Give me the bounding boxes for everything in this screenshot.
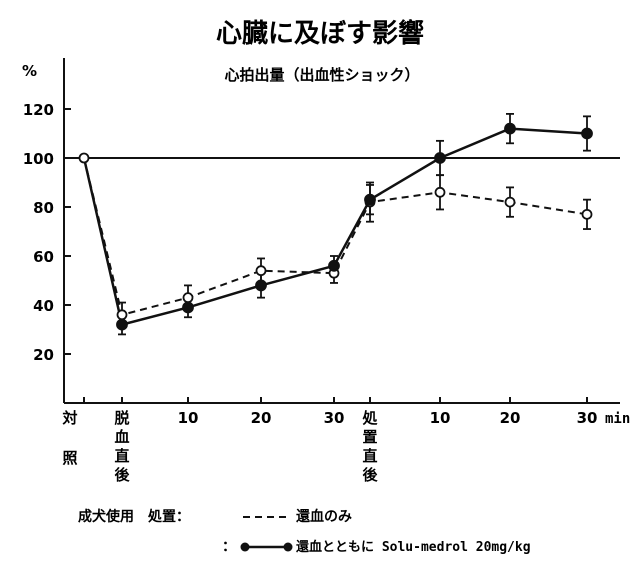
- point-1-7: [504, 122, 516, 135]
- point-0-1: [116, 309, 128, 321]
- x-tick-label-1-char-1: 血: [114, 428, 129, 446]
- x-axis-unit: min: [605, 411, 630, 427]
- y-tick-label-120: 120: [23, 101, 54, 119]
- point-0-8: [581, 208, 593, 220]
- point-1-6: [434, 152, 446, 164]
- series-line-0: [83, 157, 588, 317]
- chart-subtitle: 心拍出量（出血性ショック）: [224, 66, 419, 84]
- point-0-0: [78, 152, 90, 164]
- point-1-2: [182, 301, 194, 314]
- x-tick-label-2: 10: [178, 409, 199, 427]
- x-tick-label-3: 20: [251, 409, 272, 427]
- x-tick-label-1-char-3: 後: [113, 466, 130, 484]
- point-0-2: [182, 292, 194, 304]
- x-tick-label-5-char-1: 置: [362, 428, 377, 446]
- point-0-7: [504, 196, 516, 208]
- legend-entry-solu-medrol: 還血とともに Solu-medrol 20mg/kg: [296, 539, 531, 555]
- point-0-3: [255, 265, 267, 277]
- y-tick-label-40: 40: [33, 297, 54, 315]
- legend-colon: ：: [222, 539, 236, 555]
- x-tick-label-0-char-1: 照: [62, 449, 77, 467]
- x-tick-label-0-char-0: 対: [61, 409, 77, 427]
- y-tick-label-100: 100: [23, 150, 54, 168]
- legend-filled-marker-left: [240, 542, 250, 552]
- x-tick-label-5-char-3: 後: [361, 466, 378, 484]
- point-1-4: [328, 259, 340, 272]
- x-tick-label-4: 30: [324, 409, 345, 427]
- point-1-1: [116, 318, 128, 331]
- legend-prefix: 成犬使用 処置：: [78, 508, 190, 525]
- y-tick-label-60: 60: [33, 248, 54, 266]
- y-tick-label-20: 20: [33, 346, 54, 364]
- x-tick-label-5-char-2: 直: [362, 447, 377, 465]
- chart-title: 心臓に及ぼす影響: [216, 18, 424, 49]
- x-tick-label-1-char-2: 直: [114, 447, 129, 465]
- point-1-5: [364, 193, 376, 206]
- legend-filled-marker-right: [283, 542, 293, 552]
- x-tick-label-7: 20: [500, 409, 521, 427]
- x-tick-label-6: 10: [430, 409, 451, 427]
- x-tick-label-8: 30: [577, 409, 598, 427]
- point-0-6: [434, 186, 446, 198]
- legend-entry-return-only: 還血のみ: [296, 508, 352, 525]
- x-tick-label-5-char-0: 処: [361, 409, 378, 427]
- x-tick-label-1-char-0: 脱: [114, 409, 129, 427]
- y-tick-label-80: 80: [33, 199, 54, 217]
- y-axis-unit: %: [22, 62, 37, 80]
- point-1-8: [581, 127, 593, 140]
- point-1-3: [255, 279, 267, 292]
